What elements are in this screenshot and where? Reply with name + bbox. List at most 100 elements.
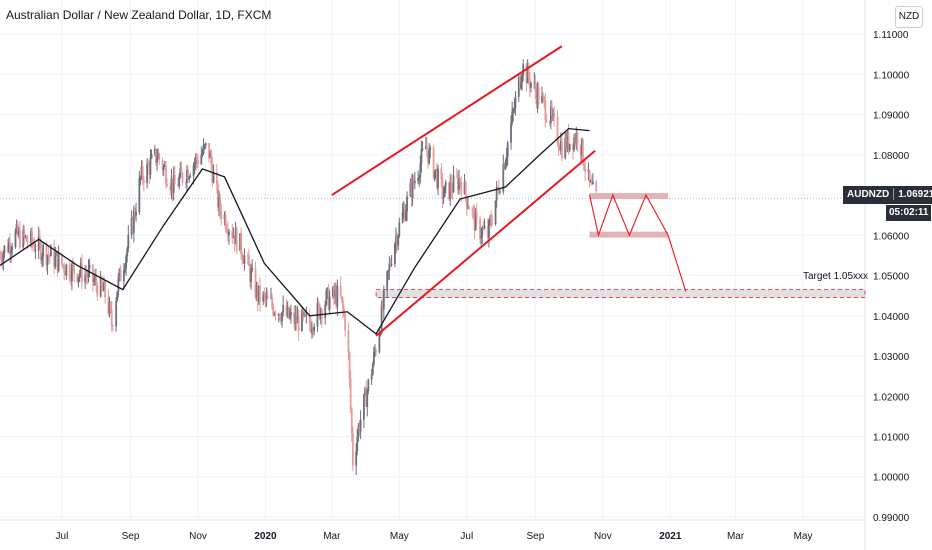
candle-body xyxy=(537,87,540,103)
candle-body xyxy=(536,87,539,105)
candle-body xyxy=(177,183,179,187)
candle-body xyxy=(379,333,382,335)
candle-body xyxy=(380,304,383,334)
candle-body xyxy=(285,305,288,316)
candle-body xyxy=(335,290,338,307)
candle-body xyxy=(381,304,384,310)
candle-body xyxy=(234,228,237,245)
candle-body xyxy=(583,163,585,170)
candle-body xyxy=(421,148,424,150)
candle-body xyxy=(280,318,282,322)
candle-body xyxy=(278,313,281,319)
candle-body xyxy=(110,310,113,326)
candle-body xyxy=(0,255,3,261)
candle-body xyxy=(388,263,391,271)
candle-body xyxy=(46,255,49,265)
candle-body xyxy=(350,409,353,434)
candle-body xyxy=(318,304,321,319)
candle-body xyxy=(489,218,491,221)
candle-body xyxy=(96,285,99,297)
candle-body xyxy=(434,169,437,171)
candle-body xyxy=(302,310,304,316)
candle-body xyxy=(440,168,443,180)
x-tick-label: 2021 xyxy=(659,531,682,542)
candle-body xyxy=(420,149,423,164)
candle-body xyxy=(488,220,490,239)
candle-body xyxy=(217,183,219,208)
candle-body xyxy=(218,197,220,208)
candle-body xyxy=(465,195,468,208)
candle-body xyxy=(290,312,292,315)
candle-body xyxy=(464,181,467,196)
candle-body xyxy=(347,330,350,353)
candle-body xyxy=(251,268,254,271)
candle-body xyxy=(364,388,366,395)
currency-button[interactable]: NZD xyxy=(895,6,923,28)
candle-body xyxy=(68,264,71,279)
y-tick-label: 1.04000 xyxy=(873,312,910,323)
candle-body xyxy=(471,209,474,211)
chart-title: Australian Dollar / New Zealand Dollar, … xyxy=(6,8,272,22)
candle-body xyxy=(409,182,412,197)
candle-body xyxy=(590,181,593,185)
candle-body xyxy=(235,228,238,251)
candle-body xyxy=(401,212,404,223)
candle-body xyxy=(87,268,90,278)
candle-body xyxy=(76,273,79,282)
channel-lower-line xyxy=(375,149,596,337)
candle-body xyxy=(64,272,67,276)
candle-body xyxy=(103,282,105,292)
candle-body xyxy=(78,273,81,277)
candle-body xyxy=(490,218,493,224)
candle-body xyxy=(396,236,399,246)
candle-body xyxy=(450,182,453,192)
candle-body xyxy=(215,172,218,184)
candle-body xyxy=(473,210,476,231)
y-tick-label: 1.03000 xyxy=(873,352,910,363)
candle-body xyxy=(100,277,103,287)
candle-body xyxy=(534,81,537,91)
candle-body xyxy=(549,106,552,124)
candle-body xyxy=(116,291,119,301)
candle-body xyxy=(358,425,361,432)
x-tick-label: Nov xyxy=(189,531,207,542)
x-tick-label: May xyxy=(390,531,409,542)
candle-body xyxy=(48,255,51,257)
candle-body xyxy=(393,243,396,264)
candle-body xyxy=(406,196,408,212)
candle-body xyxy=(372,351,375,365)
candle-body xyxy=(263,293,266,296)
candle-body xyxy=(287,306,290,318)
candle-body xyxy=(584,169,587,172)
candle-body xyxy=(55,252,58,256)
candle-body xyxy=(262,293,265,302)
candle-body xyxy=(437,168,439,188)
candle-body xyxy=(122,270,125,282)
candle-body xyxy=(142,179,145,184)
moving-average-line xyxy=(0,127,590,335)
candle-body xyxy=(200,155,203,164)
candle-body xyxy=(441,179,444,198)
candle-body xyxy=(436,169,438,188)
candle-body xyxy=(119,269,122,282)
candle-body xyxy=(255,285,258,298)
candle-body xyxy=(403,209,406,221)
candle-body xyxy=(574,137,577,144)
candle-body xyxy=(312,329,314,331)
candle-body xyxy=(397,235,400,246)
candle-body xyxy=(3,245,6,254)
candle-body xyxy=(26,241,29,243)
candle-body xyxy=(57,253,60,272)
candle-body xyxy=(86,275,89,278)
candle-body xyxy=(108,302,111,314)
candle-body xyxy=(455,175,458,177)
candle-body xyxy=(38,236,41,243)
candle-body xyxy=(327,287,330,310)
candle-body xyxy=(557,142,560,148)
candle-body xyxy=(240,233,243,254)
candle-body xyxy=(497,187,500,193)
candle-body xyxy=(256,285,259,302)
candle-body xyxy=(15,224,18,232)
candle-body xyxy=(573,137,575,150)
